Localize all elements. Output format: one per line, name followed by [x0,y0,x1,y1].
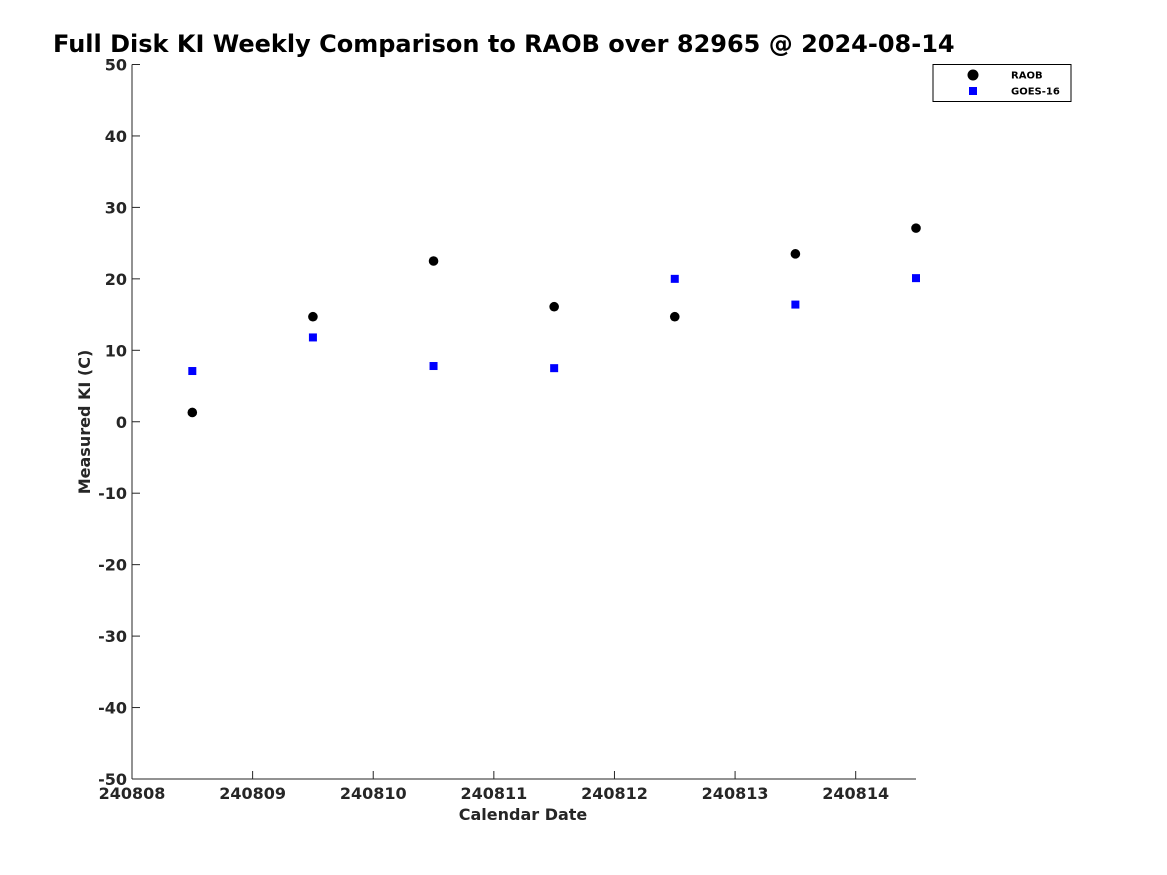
y-tick-label: 50 [105,56,127,75]
raob-point [187,407,198,418]
y-tick-label: -50 [98,770,127,789]
x-tick-label: 240813 [702,784,769,803]
legend-box [932,64,1072,102]
legend-marker-raob [967,69,979,81]
raob-point [308,311,318,322]
goes-16-point [670,274,679,283]
goes-16-point [912,274,920,283]
goes-16-point [550,364,559,373]
y-tick-label: -20 [98,556,127,575]
data-series [187,223,921,418]
raob-point [428,256,439,266]
y-tick-label: 0 [116,413,127,432]
x-tick-label: 240811 [460,784,527,803]
goes-16-point [791,300,800,309]
x-tick-label: 240809 [219,784,286,803]
x-tick-label: 240814 [822,784,889,803]
legend-marker-goes-16 [969,87,977,95]
y-tick-label: -40 [98,699,127,718]
y-tick-label: 20 [105,270,127,289]
raob-point [549,301,559,312]
raob-point [911,223,921,233]
x-tick-label: 240812 [581,784,648,803]
x-axis-label: Calendar Date [459,805,588,824]
goes-16-point [429,362,438,371]
chart-title: Full Disk KI Weekly Comparison to RAOB o… [53,30,955,58]
legend: RAOB GOES-16 [932,64,1072,102]
x-ticks: 240808 240809 240810 240811 240812 240813 2408… [99,771,889,803]
y-tick-label: 30 [105,198,127,217]
y-tick-label: -10 [98,484,127,503]
x-tick-label: 240808 [99,784,166,803]
legend-label-goes-16: GOES-16 [1011,87,1060,98]
y-axis-label: Measured KI (C) [75,350,94,495]
y-tick-label: -30 [98,627,127,646]
y-tick-label: 40 [105,127,127,146]
x-tick-label: 240810 [340,784,407,803]
y-ticks: -50 -40 -30 -20 -10 0 10 20 30 40 50 [98,56,140,789]
y-tick-label: 10 [105,341,127,360]
goes-16-point [308,333,317,342]
raob-point [790,249,801,259]
goes-16-point [188,367,197,376]
raob-point [669,311,680,322]
axes [131,64,916,780]
legend-label-raob: RAOB [1011,71,1043,82]
